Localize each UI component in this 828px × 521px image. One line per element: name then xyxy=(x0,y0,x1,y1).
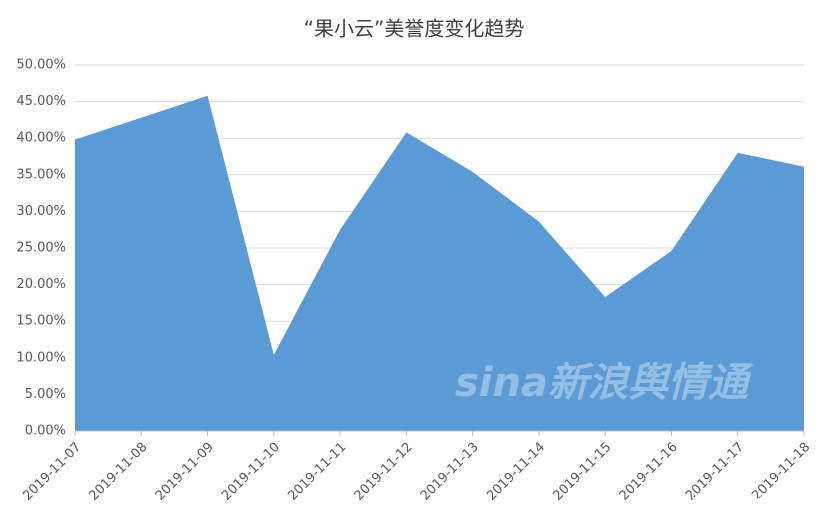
x-tick-label: 2019-11-09 xyxy=(153,440,217,504)
x-tick-label: 2019-11-18 xyxy=(749,440,813,504)
watermark: sina新浪舆情通 xyxy=(455,360,754,406)
y-tick-label: 25.00% xyxy=(16,241,66,256)
x-tick-label: 2019-11-13 xyxy=(418,440,482,504)
y-tick-label: 50.00% xyxy=(16,58,66,73)
x-tick-label: 2019-11-17 xyxy=(683,440,747,504)
x-tick-label: 2019-11-12 xyxy=(352,440,416,504)
x-tick-label: 2019-11-10 xyxy=(219,440,283,504)
x-tick-label: 2019-11-08 xyxy=(87,440,151,504)
y-tick-label: 15.00% xyxy=(16,314,66,329)
y-tick-label: 40.00% xyxy=(16,131,66,146)
y-tick-label: 30.00% xyxy=(16,204,66,219)
x-tick-label: 2019-11-11 xyxy=(285,440,349,504)
x-tick-label: 2019-11-14 xyxy=(484,440,548,504)
y-tick-label: 20.00% xyxy=(16,277,66,292)
y-tick-label: 10.00% xyxy=(16,350,66,365)
x-tick-label: 2019-11-07 xyxy=(20,440,84,504)
watermark: 搜狐号@新浪舆情通 xyxy=(677,496,812,514)
x-tick-label: 2019-11-15 xyxy=(550,440,614,504)
y-tick-label: 35.00% xyxy=(16,167,66,182)
chart-title: “果小云”美誉度变化趋势 xyxy=(304,17,525,41)
x-tick-label: 2019-11-16 xyxy=(617,440,681,504)
y-tick-label: 0.00% xyxy=(25,424,66,439)
y-tick-label: 5.00% xyxy=(25,387,66,402)
area xyxy=(75,95,804,431)
y-tick-label: 45.00% xyxy=(16,94,66,109)
